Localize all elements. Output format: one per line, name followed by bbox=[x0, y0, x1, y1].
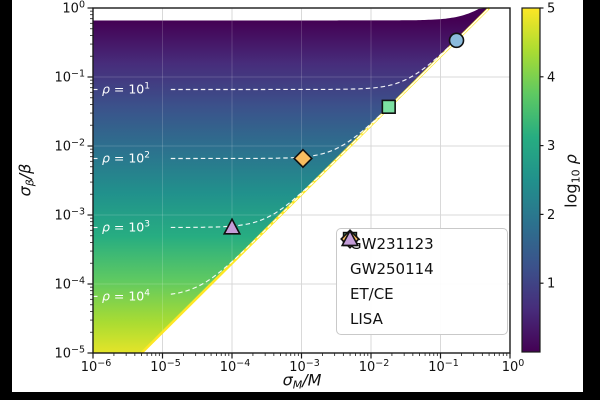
tick-label: 10−1 bbox=[54, 69, 85, 86]
colorbar bbox=[521, 7, 541, 353]
marker-GW231123 bbox=[448, 32, 465, 49]
marker-ET/CE bbox=[293, 148, 313, 169]
legend-label: GW250114 bbox=[350, 259, 434, 278]
y-label-subscript: β bbox=[23, 179, 37, 187]
legend-item-lisa: LISA bbox=[337, 229, 507, 331]
colorbar-label: log10 ρ bbox=[561, 154, 582, 208]
contour-rho-1e1: ρ = 101 bbox=[93, 8, 489, 97]
legend-item-etce: ET/CE bbox=[337, 229, 507, 306]
colorbar-ticks: 1 2 3 4 5 bbox=[540, 2, 555, 292]
contour-rho-1e2: ρ = 102 bbox=[93, 8, 489, 166]
tick-label: 10−6 bbox=[81, 358, 112, 375]
x-label-subscript: M bbox=[292, 378, 303, 392]
tick-label: 10−4 bbox=[220, 358, 251, 375]
x-label-symbol: σ bbox=[282, 370, 293, 390]
contour-label: ρ = 102 bbox=[102, 151, 150, 166]
tick-label: 10−3 bbox=[54, 207, 85, 224]
tick-label: 100 bbox=[502, 358, 525, 375]
tick-label: 10−5 bbox=[54, 345, 85, 362]
colorbar-tick-label: 5 bbox=[547, 2, 555, 17]
marker-triangle bbox=[340, 229, 360, 247]
legend: GW231123 GW250114 ET/CE LISA bbox=[336, 228, 508, 335]
marker-GW250114 bbox=[381, 99, 396, 114]
contour-label: ρ = 104 bbox=[102, 289, 150, 304]
colorbar-label-prefix: log bbox=[561, 183, 581, 208]
contour-label: ρ = 101 bbox=[102, 82, 150, 97]
colorbar-tick-label: 4 bbox=[547, 70, 555, 85]
y-axis-label: σβ/β bbox=[15, 164, 36, 197]
contour-label: ρ = 103 bbox=[102, 220, 150, 235]
colorbar-tick-label: 1 bbox=[547, 277, 555, 292]
colorbar-label-symbol: ρ bbox=[561, 154, 581, 165]
snr-colormap-region bbox=[93, 8, 490, 353]
colorbar-label-subscript: 10 bbox=[569, 169, 583, 184]
y-label-symbol: σ bbox=[15, 186, 35, 197]
lisa-triangle-marker-icon bbox=[340, 229, 360, 247]
tick-label: 10−2 bbox=[359, 358, 390, 375]
marker-LISA bbox=[222, 217, 242, 235]
contour-rho-1e3: ρ = 103 bbox=[93, 8, 489, 235]
legend-label: LISA bbox=[350, 310, 383, 329]
colorbar-tick-label: 2 bbox=[547, 208, 555, 223]
tick-label: 100 bbox=[62, 0, 85, 17]
tick-label: 10−4 bbox=[54, 276, 85, 293]
axis-ticks: 10−6 10−5 10−4 10−3 10−2 10−1 10010010−110−210… bbox=[54, 0, 524, 375]
tick-label: 10−5 bbox=[150, 358, 181, 375]
tick-label: 10−2 bbox=[54, 138, 85, 155]
y-label-rest: /β bbox=[15, 163, 35, 180]
legend-label: GW231123 bbox=[350, 234, 434, 253]
legend-label: ET/CE bbox=[350, 285, 394, 304]
tick-label: 10−3 bbox=[289, 358, 320, 375]
tick-label: 10−1 bbox=[428, 358, 459, 375]
x-label-rest: /M bbox=[302, 370, 322, 390]
x-axis-label: σM/M bbox=[283, 370, 322, 391]
contour-rho-1e4: ρ = 104 bbox=[93, 8, 489, 304]
colorbar-tick-label: 3 bbox=[547, 139, 555, 154]
legend-item-gw250114: GW250114 bbox=[337, 231, 507, 281]
